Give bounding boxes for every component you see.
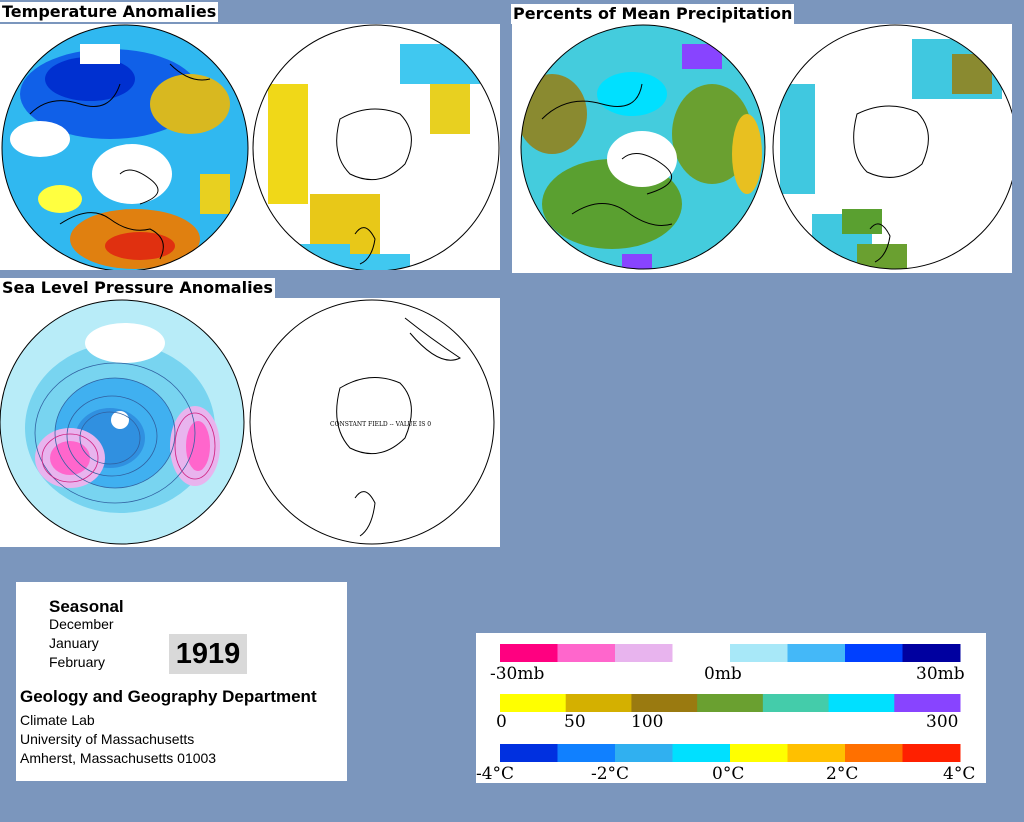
pressure-constant-field-note: CONSTANT FIELD -- VALUE IS 0 xyxy=(330,421,431,428)
precip-tick-0: 0 xyxy=(496,712,507,732)
precip-tick-300: 300 xyxy=(926,712,958,732)
pressure-northern-hemisphere xyxy=(0,300,244,544)
pressure-scale-swatch xyxy=(730,644,788,662)
address-line-2: University of Massachusetts xyxy=(20,731,195,747)
pressure-tick-min: -30mb xyxy=(490,664,544,684)
precip-scale-swatch xyxy=(894,694,961,712)
color-scales: -30mb 0mb 30mb 0 50 100 300 -4°C -2°C 0°… xyxy=(476,644,975,783)
temp-scale-swatch xyxy=(500,744,558,762)
temperature-scale: -4°C -2°C 0°C 2°C 4°C xyxy=(476,744,975,783)
precip-scale-swatch xyxy=(565,694,632,712)
precipitation-scale: 0 50 100 300 xyxy=(496,694,961,732)
temp-scale-swatch xyxy=(845,744,903,762)
temp-tick-4: 4°C xyxy=(943,764,975,783)
precip-scale-swatch xyxy=(697,694,764,712)
precip-scale-swatch xyxy=(828,694,895,712)
month-december: December xyxy=(49,616,114,632)
precipitation-northern-hemisphere xyxy=(521,25,765,269)
precip-scale-swatch xyxy=(500,694,567,712)
pressure-scale-swatch xyxy=(615,644,673,662)
temperature-maps xyxy=(1,24,500,270)
season-label: Seasonal xyxy=(49,597,124,616)
precipitation-maps xyxy=(520,24,1012,270)
temp-tick-2: 2°C xyxy=(826,764,858,783)
precip-scale-swatch xyxy=(762,694,830,712)
pressure-tick-max: 30mb xyxy=(916,664,965,684)
address-line-1: Climate Lab xyxy=(20,712,95,728)
info-box: Seasonal December January February 1919 … xyxy=(16,582,347,781)
pressure-scale-swatch xyxy=(672,644,731,662)
temperature-northern-hemisphere xyxy=(2,25,248,270)
department-name: Geology and Geography Department xyxy=(20,687,317,706)
temp-scale-swatch xyxy=(557,744,616,762)
color-legend: -30mb 0mb 30mb 0 50 100 300 -4°C -2°C 0°… xyxy=(476,633,986,783)
pressure-scale-swatch xyxy=(787,644,846,662)
precip-tick-100: 100 xyxy=(631,712,663,732)
temp-scale-swatch xyxy=(787,744,846,762)
pressure-scale: -30mb 0mb 30mb xyxy=(490,644,965,684)
temp-tick-minus2: -2°C xyxy=(591,764,629,783)
month-january: January xyxy=(49,635,99,651)
precipitation-title: Percents of Mean Precipitation xyxy=(511,4,795,24)
temperature-map-panel xyxy=(0,24,500,270)
temp-scale-swatch xyxy=(902,744,961,762)
address-line-3: Amherst, Massachusetts 01003 xyxy=(20,750,217,766)
month-february: February xyxy=(49,654,106,670)
precip-tick-50: 50 xyxy=(564,712,586,732)
pressure-scale-swatch xyxy=(902,644,961,662)
pressure-tick-mid: 0mb xyxy=(704,664,742,684)
precip-scale-swatch xyxy=(631,694,698,712)
pressure-maps: CONSTANT FIELD -- VALUE IS 0 xyxy=(0,299,495,545)
pressure-scale-swatch xyxy=(557,644,616,662)
pressure-scale-swatch xyxy=(500,644,558,662)
pressure-scale-swatch xyxy=(845,644,903,662)
precipitation-southern-hemisphere xyxy=(773,25,1012,269)
temp-tick-0: 0°C xyxy=(712,764,744,783)
temp-scale-swatch xyxy=(615,744,673,762)
temp-scale-swatch xyxy=(672,744,731,762)
precipitation-map-panel xyxy=(512,24,1012,273)
temperature-title: Temperature Anomalies xyxy=(0,2,219,22)
temp-scale-swatch xyxy=(730,744,788,762)
temp-tick-minus4: -4°C xyxy=(476,764,514,783)
pressure-map-panel: CONSTANT FIELD -- VALUE IS 0 xyxy=(0,298,500,547)
year-label: 1919 xyxy=(169,634,247,674)
pressure-title: Sea Level Pressure Anomalies xyxy=(0,278,275,298)
